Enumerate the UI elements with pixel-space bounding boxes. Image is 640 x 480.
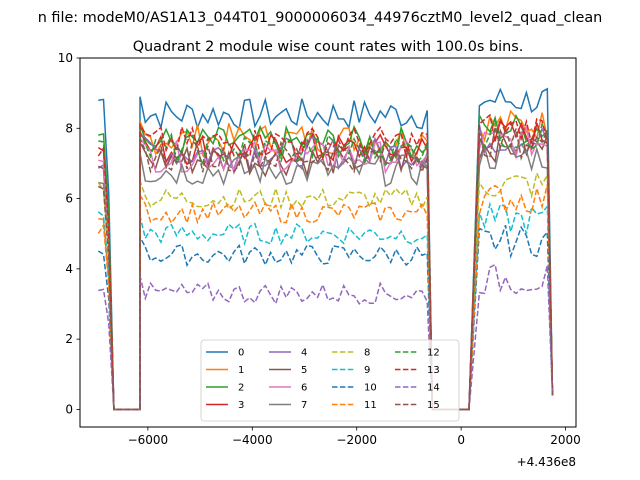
series-line-14 [98, 263, 554, 411]
legend-box [200, 339, 460, 422]
legend-label-2: 2 [238, 383, 244, 394]
x-axis: −6000 −4000 −2000 0 2000 [128, 427, 581, 447]
series-line-10 [97, 225, 554, 411]
legend-label-1: 1 [238, 365, 244, 376]
legend-label-0: 0 [238, 348, 244, 359]
x-tick-label: 0 [457, 433, 465, 447]
legend-label-9: 9 [364, 365, 370, 376]
chart-suptitle: n file: modeM0/AS1A13_044T01_9000006034_… [38, 10, 603, 26]
y-tick-label: 10 [58, 51, 73, 65]
legend-label-8: 8 [364, 348, 370, 359]
legend-label-12: 12 [427, 348, 440, 359]
legend-label-11: 11 [364, 400, 377, 411]
legend-label-10: 10 [364, 383, 377, 394]
x-tick-label: −6000 [128, 433, 169, 447]
y-axis: 0 2 4 6 8 10 [58, 51, 80, 416]
series-line-15 [97, 126, 554, 411]
x-tick-label: −2000 [336, 433, 377, 447]
series-line-13 [97, 113, 554, 411]
y-tick-label: 4 [65, 262, 73, 276]
series-line-8 [97, 170, 554, 411]
legend-label-3: 3 [238, 400, 244, 411]
legend-label-6: 6 [301, 383, 307, 394]
x-tick-label: 2000 [550, 433, 581, 447]
legend-label-4: 4 [301, 348, 307, 359]
x-offset-label: +4.436e8 [517, 455, 576, 469]
y-tick-label: 0 [65, 402, 73, 416]
legend-label-7: 7 [301, 400, 307, 411]
legend-label-5: 5 [301, 365, 307, 376]
y-tick-label: 6 [65, 192, 73, 206]
x-tick-label: −4000 [232, 433, 273, 447]
legend-label-15: 15 [427, 400, 440, 411]
plot-lines [97, 87, 554, 411]
plot-frame [79, 57, 577, 428]
chart-title: Quadrant 2 module wise count rates with … [133, 39, 524, 55]
y-tick-label: 8 [65, 121, 73, 135]
y-tick-label: 2 [65, 332, 73, 346]
legend-label-14: 14 [427, 383, 440, 394]
legend-label-13: 13 [427, 365, 440, 376]
series-line-11 [97, 184, 554, 411]
